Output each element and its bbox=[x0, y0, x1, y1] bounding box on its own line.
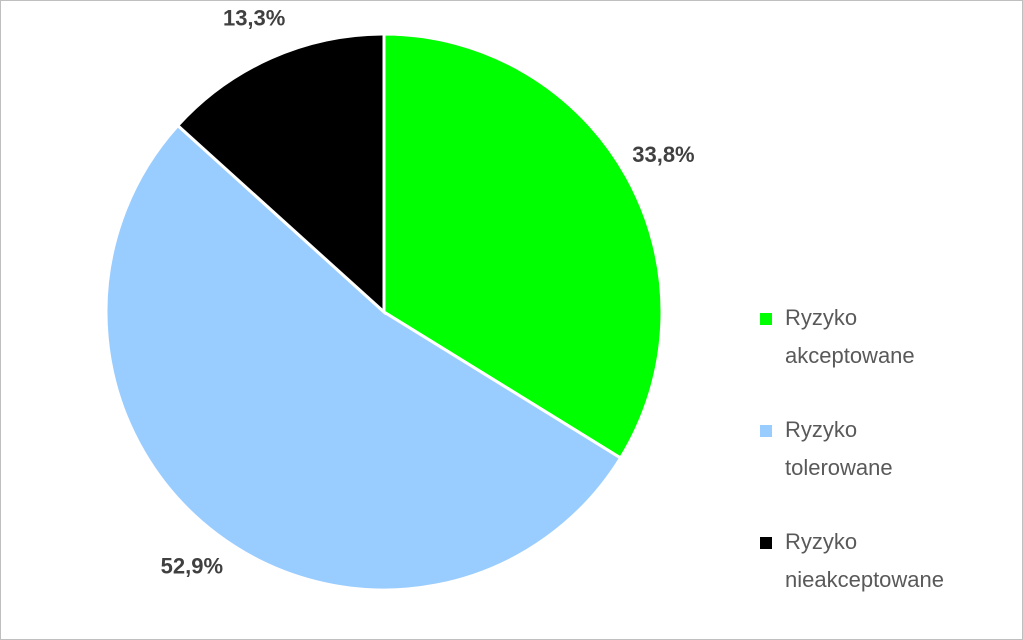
legend-label: Ryzyko tolerowane bbox=[785, 417, 893, 480]
legend-label: Ryzyko nieakceptowane bbox=[785, 529, 945, 592]
pie-slice bbox=[175, 32, 386, 316]
legend-swatch bbox=[760, 537, 772, 549]
legend-swatch bbox=[760, 313, 772, 325]
data-label: 33,8% bbox=[632, 142, 694, 167]
pie-slice bbox=[382, 32, 664, 461]
data-label: 52,9% bbox=[161, 554, 223, 579]
data-label: 13,3% bbox=[223, 5, 285, 30]
legend-label: Ryzyko akceptowane bbox=[785, 305, 915, 368]
pie-slice bbox=[104, 123, 623, 592]
legend-swatch bbox=[760, 425, 772, 437]
